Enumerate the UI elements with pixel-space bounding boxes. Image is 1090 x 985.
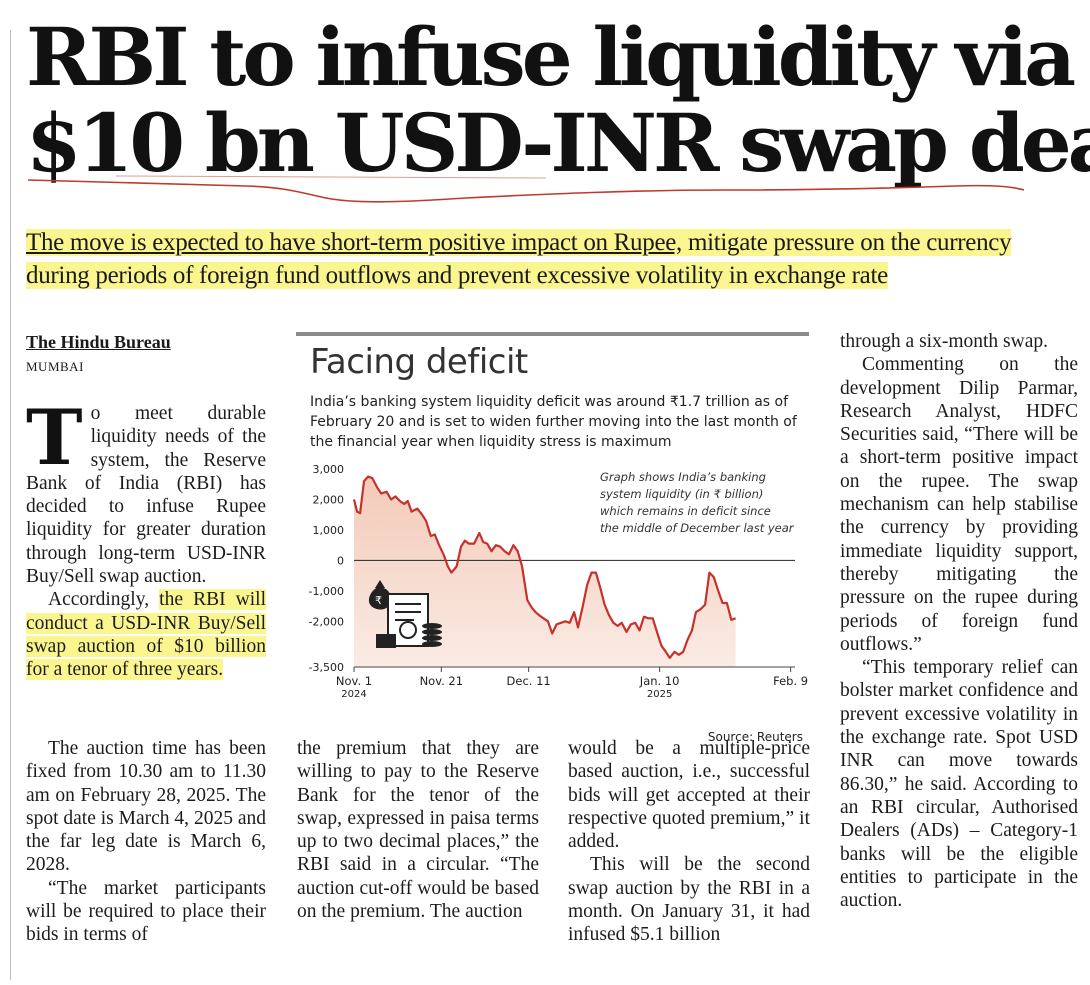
paragraph-7: This will be the second swap auction by … [568,854,810,946]
svg-text:₹: ₹ [375,594,382,607]
chart-annotation-line: which remains in deficit since [600,504,771,518]
x-tick-year: 2025 [647,689,672,700]
paragraph-4: “The market participants will be require… [26,877,266,946]
headline: RBI to infuse liquidity via $10 bn USD-I… [26,10,1090,190]
byline: The Hindu Bureau MUMBAI [26,332,276,375]
chart-title: Facing deficit [310,342,528,382]
paragraph-8: through a six-month swap. [840,331,1048,352]
y-tick-label: 0 [337,554,344,567]
y-tick-label: 3,000 [313,463,345,476]
headline-line-1: RBI to infuse liquidity via [26,10,1076,104]
deck-part-1: The move is expected to have short-term … [26,229,683,256]
chart-top-rule [296,332,809,336]
handwritten-underline [27,175,1025,203]
money-documents-icon: ₹ [368,580,442,648]
x-tick-label: Dec. 11 [507,674,551,688]
y-tick-label: 1,000 [313,524,345,537]
x-tick-label: Nov. 1 [336,674,372,688]
column-4: through a six-month swap. Commenting on … [840,330,1078,912]
headline-line-2: $10 bn USD-INR swap deal [26,96,1090,190]
paragraph-1-text: o meet durable liquidity needs of the sy… [26,403,266,588]
paragraph-6: would be a multiple-price based auction,… [568,738,810,853]
y-tick-label: -3,500 [309,661,344,674]
chart-source: Source: Reuters [707,730,803,744]
x-tick-label: Feb. 9 [773,674,808,688]
paragraph-10: “This temporary relief can bolster marke… [840,657,1078,912]
column-3: would be a multiple-price based auction,… [568,737,810,947]
paragraph-2-lead: Accordingly, [48,589,160,611]
liquidity-series-line [352,475,736,659]
chart-annotation-line: system liquidity (in ₹ billion) [600,487,763,501]
column-2: the premium that they are willing to pay… [297,737,539,923]
chart-area-fill [354,476,736,667]
paragraph-5: the premium that they are willing to pay… [297,738,539,923]
column-1-bottom: The auction time has been fixed from 10.… [26,737,266,947]
chart-annotation-line: the middle of December last year [600,521,795,535]
paragraph-9: Commenting on the development Dilip Parm… [840,354,1078,655]
x-tick-label: Nov. 21 [420,674,464,688]
y-tick-label: 2,000 [313,493,345,506]
column-rule [10,30,11,980]
paragraph-3: The auction time has been fixed from 10.… [26,738,266,876]
liquidity-chart: Facing deficit India’s banking system li… [296,332,809,747]
dateline: MUMBAI [26,359,84,374]
x-tick-label: Jan. 10 [639,674,680,688]
drop-cap: T [26,393,83,482]
paragraph-2: Accordingly, the RBI will conduct a USD-… [26,588,266,681]
chart-subtitle: India’s banking system liquidity deficit… [310,394,797,450]
byline-name: The Hindu Bureau [26,332,171,352]
y-tick-label: -2,000 [309,615,344,628]
x-tick-year: 2024 [341,689,366,700]
deck: The move is expected to have short-term … [26,226,1076,292]
y-tick-label: -1,000 [309,585,344,598]
chart-annotation-line: Graph shows India’s banking [600,470,766,484]
